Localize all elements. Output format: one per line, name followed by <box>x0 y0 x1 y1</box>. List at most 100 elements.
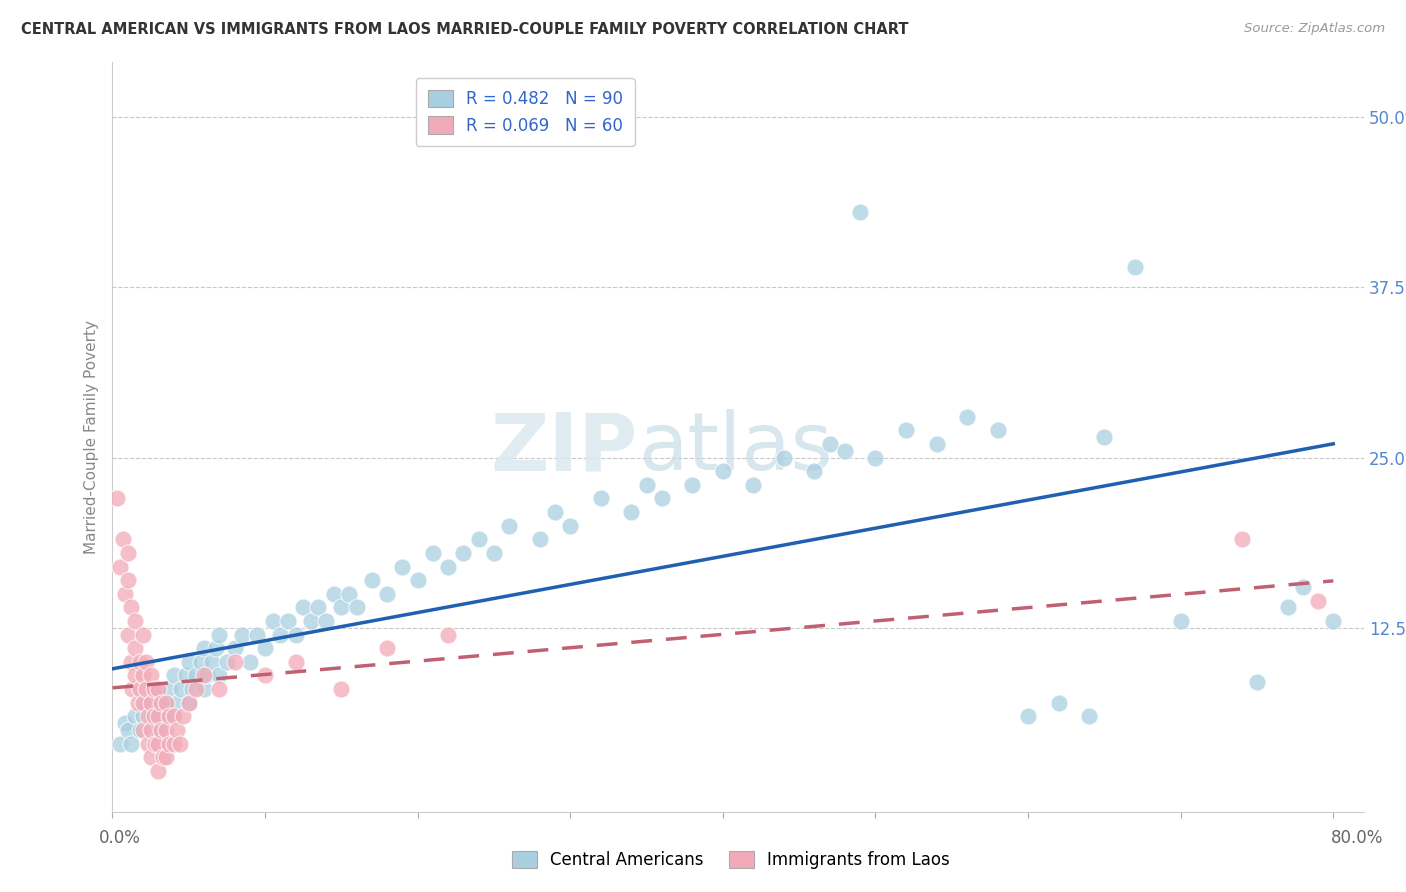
Point <box>136 737 159 751</box>
Point <box>142 682 165 697</box>
Point <box>277 614 299 628</box>
Point <box>330 682 353 697</box>
Point <box>330 600 353 615</box>
Point <box>169 737 191 751</box>
Point <box>498 518 520 533</box>
Point <box>136 709 159 723</box>
Point <box>162 737 184 751</box>
Point <box>139 696 162 710</box>
Point <box>150 696 173 710</box>
Point <box>1047 696 1070 710</box>
Point <box>437 559 460 574</box>
Point <box>190 655 212 669</box>
Point <box>143 737 166 751</box>
Point <box>803 464 825 478</box>
Point <box>205 641 228 656</box>
Point <box>1123 260 1146 274</box>
Text: 0.0%: 0.0% <box>98 829 141 847</box>
Point <box>129 682 152 697</box>
Point <box>155 696 177 710</box>
Point <box>589 491 612 506</box>
Point <box>157 737 180 751</box>
Point <box>143 696 166 710</box>
Point <box>239 655 262 669</box>
Point <box>1017 709 1039 723</box>
Point <box>544 505 567 519</box>
Point <box>208 682 231 697</box>
Point <box>224 655 246 669</box>
Point <box>120 737 142 751</box>
Point <box>132 668 155 682</box>
Point <box>742 477 765 491</box>
Point <box>186 668 208 682</box>
Point <box>129 655 152 669</box>
Point <box>155 696 177 710</box>
Point <box>987 423 1010 437</box>
Legend: Central Americans, Immigrants from Laos: Central Americans, Immigrants from Laos <box>502 841 960 880</box>
Point <box>453 546 475 560</box>
Point <box>148 709 170 723</box>
Text: Source: ZipAtlas.com: Source: ZipAtlas.com <box>1244 22 1385 36</box>
Point <box>925 437 948 451</box>
Point <box>135 682 157 697</box>
Point <box>651 491 673 506</box>
Point <box>254 668 277 682</box>
Point <box>195 668 218 682</box>
Point <box>174 668 197 682</box>
Point <box>117 627 139 641</box>
Point <box>132 627 155 641</box>
Point <box>155 723 177 737</box>
Point <box>108 559 131 574</box>
Point <box>148 682 170 697</box>
Point <box>148 737 170 751</box>
Point <box>124 709 146 723</box>
Point <box>186 682 208 697</box>
Point <box>117 723 139 737</box>
Point <box>529 533 551 547</box>
Point <box>148 723 170 737</box>
Point <box>124 614 146 628</box>
Point <box>262 614 284 628</box>
Legend: R = 0.482   N = 90, R = 0.069   N = 60: R = 0.482 N = 90, R = 0.069 N = 60 <box>416 78 634 146</box>
Point <box>121 682 143 697</box>
Point <box>139 750 162 764</box>
Point <box>193 641 215 656</box>
Point <box>127 696 149 710</box>
Point <box>865 450 887 465</box>
Point <box>1292 580 1315 594</box>
Point <box>139 709 162 723</box>
Point <box>231 627 253 641</box>
Point <box>124 641 146 656</box>
Point <box>437 627 460 641</box>
Point <box>299 614 322 628</box>
Point <box>114 587 136 601</box>
Point <box>150 723 173 737</box>
Point <box>1322 614 1344 628</box>
Point <box>155 750 177 764</box>
Point <box>849 205 872 219</box>
Point <box>208 668 231 682</box>
Point <box>422 546 444 560</box>
Point <box>560 518 582 533</box>
Point <box>636 477 658 491</box>
Point <box>139 668 162 682</box>
Point <box>467 533 489 547</box>
Point <box>114 716 136 731</box>
Point <box>956 409 979 424</box>
Point <box>120 655 142 669</box>
Point <box>361 573 384 587</box>
Point <box>1306 593 1329 607</box>
Point <box>117 546 139 560</box>
Point <box>773 450 796 465</box>
Point <box>132 723 155 737</box>
Point <box>105 491 128 506</box>
Point <box>157 709 180 723</box>
Point <box>148 764 170 778</box>
Point <box>681 477 703 491</box>
Point <box>315 614 337 628</box>
Point <box>375 641 398 656</box>
Point <box>162 709 184 723</box>
Point <box>246 627 269 641</box>
Point <box>142 709 165 723</box>
Point <box>284 655 307 669</box>
